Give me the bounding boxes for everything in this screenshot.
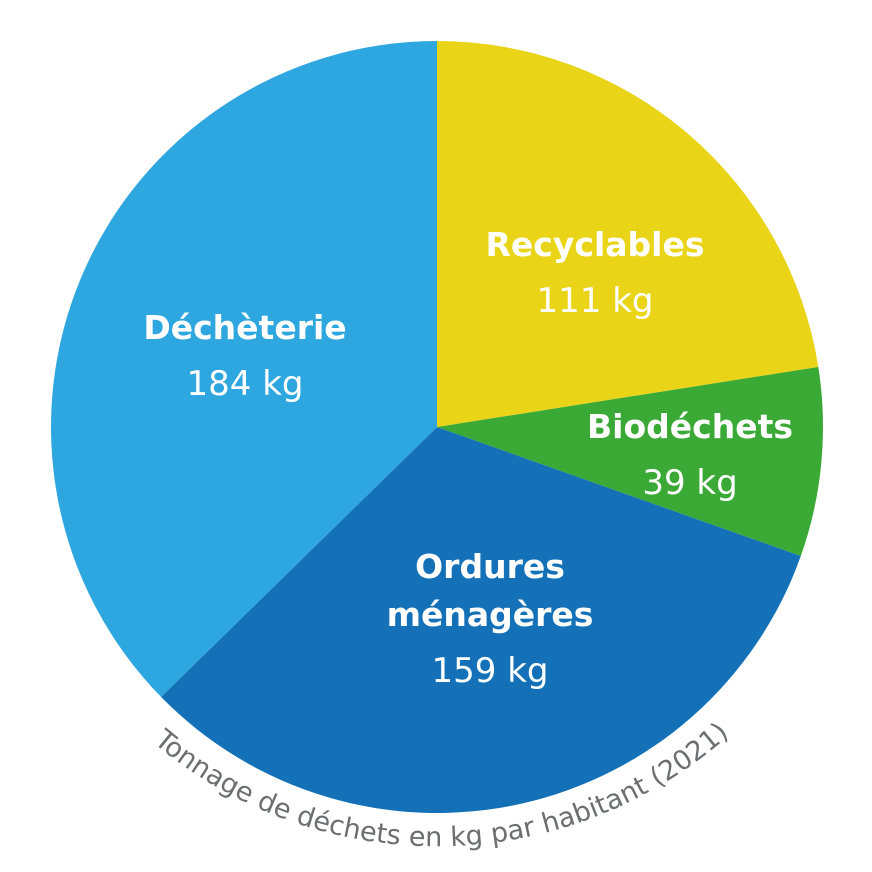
- slice-label-biodechets: Biodéchets: [587, 407, 793, 446]
- slice-label-decheterie: Déchèterie: [143, 308, 346, 347]
- slice-value-biodechets: 39 kg: [642, 463, 737, 503]
- slice-recyclables: [437, 41, 819, 427]
- slice-value-ordures-menageres: 159 kg: [432, 651, 549, 691]
- slice-decheterie: [51, 41, 438, 697]
- slice-label-ordures-menageres-line-2: ménagères: [387, 595, 594, 634]
- slice-biodechets: [437, 366, 824, 557]
- slice-ordures-menageres: [161, 427, 801, 813]
- slice-label-ordures-menageres-line-1: Ordures: [415, 547, 565, 586]
- pie-slices: [51, 41, 824, 813]
- pie-labels: Recyclables 111 kg Biodéchets 39 kg Ordures m…: [143, 225, 793, 691]
- slice-value-decheterie: 184 kg: [187, 364, 304, 404]
- slice-label-recyclables: Recyclables: [486, 225, 705, 264]
- slice-value-recyclables: 111 kg: [537, 281, 654, 321]
